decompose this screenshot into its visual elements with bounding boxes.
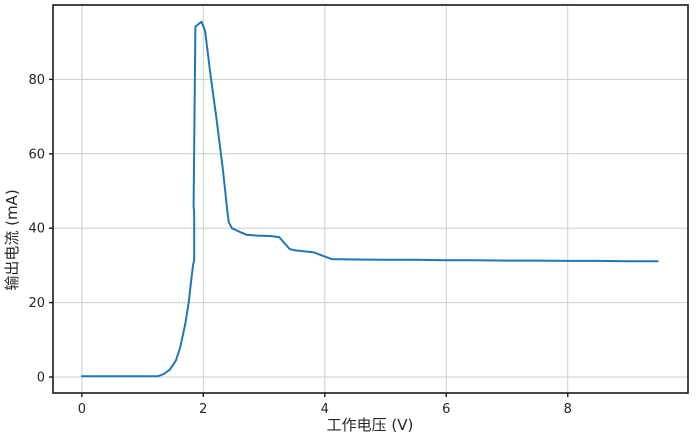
data-layer [80,20,659,378]
y-tick-label: 0 [37,371,45,386]
data-line [80,20,659,378]
y-axis-label: 输出电流 (mA) [3,189,21,290]
x-tick-label: 6 [442,402,450,417]
x-tick-label: 2 [199,402,207,417]
x-tick-label: 4 [321,402,329,417]
y-tick-label: 80 [28,73,45,88]
x-tick-label: 8 [564,402,572,417]
x-axis-label: 工作电压 (V) [327,416,414,434]
y-tick-label: 20 [28,296,45,311]
plot-border [52,4,689,394]
x-tick-label: 0 [78,402,86,417]
y-tick-label: 40 [28,222,45,237]
grid-layer [53,5,688,393]
y-tick-label: 60 [28,147,45,162]
